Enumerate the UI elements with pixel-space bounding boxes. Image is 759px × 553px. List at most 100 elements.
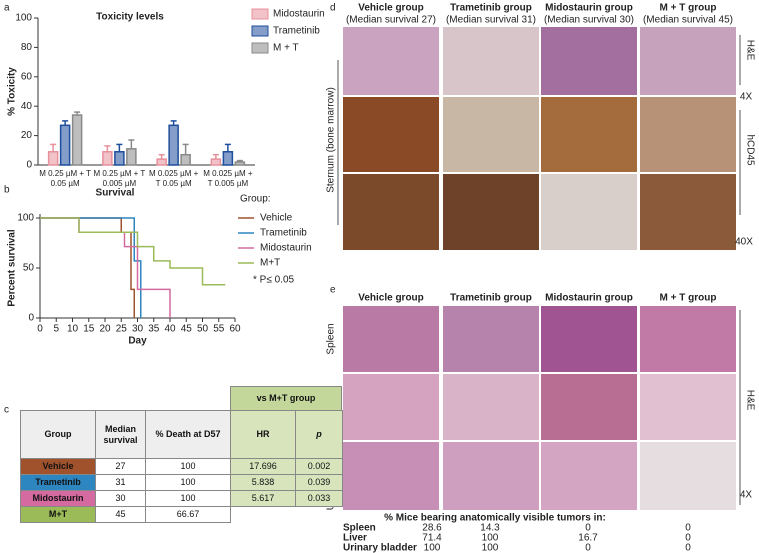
y-tick-label: 100 <box>15 13 32 24</box>
bar <box>102 151 113 166</box>
histology-image <box>541 374 637 440</box>
histology-image <box>541 306 637 372</box>
tumor-row-label: Liver <box>343 533 367 544</box>
table-header: HR <box>230 410 296 459</box>
x-tick-label: M 0.25 µM + T 0.005 µM <box>93 169 146 188</box>
table-cell: 0.033 <box>295 490 343 507</box>
x-tick-label: M 0.25 µM + T 0.05 µM <box>39 169 92 188</box>
table-cell: 31 <box>95 474 146 491</box>
column-title: Midostaurin group <box>545 293 633 304</box>
x-tick-label: 15 <box>83 324 95 335</box>
tumor-row-label: Spleen <box>343 523 376 534</box>
tumor-cell: 100 <box>482 533 499 544</box>
legend-swatch <box>251 25 269 37</box>
y-tick-label: 0 <box>28 313 34 324</box>
bar <box>222 151 234 166</box>
table-header: Median survival <box>95 410 146 459</box>
x-tick-label: 40 <box>164 324 176 335</box>
histology-image <box>640 174 736 250</box>
panel-label: a <box>4 3 10 14</box>
table-cell: 0.002 <box>295 458 343 475</box>
survival-line <box>40 217 226 286</box>
tumor-cell: 0 <box>585 543 591 553</box>
y-tick-label: 50 <box>23 263 35 274</box>
legend-swatch <box>251 42 269 54</box>
y-tick-label: 20 <box>21 130 33 141</box>
column-title: Vehicle group <box>358 293 424 304</box>
table-group-header: vs M+T group <box>230 386 342 411</box>
row-annotation: hCD45 <box>744 134 755 166</box>
x-tick-label: 30 <box>132 324 144 335</box>
column-subtitle: (Median survival 31) <box>446 15 536 26</box>
table-cell: 5.617 <box>230 490 296 507</box>
table-cell: 45 <box>95 506 146 523</box>
row-annotation: H&E <box>744 390 755 411</box>
tumor-cell: 0 <box>685 523 691 534</box>
legend-label: M+T <box>260 258 280 269</box>
tumor-cell: 100 <box>482 543 499 553</box>
row-annotation: H&E <box>744 40 755 61</box>
histology-image <box>541 97 637 172</box>
histology-image <box>541 442 637 510</box>
histology-image <box>343 27 439 95</box>
histology-image <box>443 374 539 440</box>
panel-label: b <box>4 185 10 196</box>
bar <box>180 153 191 166</box>
legend-label: M + T <box>273 43 299 54</box>
y-axis-label: % Toxicity <box>7 67 18 116</box>
histology-image <box>443 174 539 250</box>
histology-image <box>343 97 439 172</box>
bar <box>59 124 71 166</box>
tumor-cell: 28.6 <box>422 523 442 534</box>
bar <box>71 114 83 166</box>
table-cell: 17.696 <box>230 458 296 475</box>
histology-image <box>443 442 539 510</box>
x-tick-label: 50 <box>197 324 209 335</box>
column-title: Trametinib group <box>450 3 532 14</box>
x-tick-label: 45 <box>181 324 193 335</box>
y-tick-label: 60 <box>21 71 33 82</box>
histology-image <box>443 27 539 95</box>
table-header: Group <box>20 410 96 459</box>
bar <box>234 161 246 166</box>
x-tick-label: 5 <box>53 324 59 335</box>
x-tick-label: M 0.025 µM + T 0.05 µM <box>148 169 199 188</box>
row-label: Sternum (bone marrow) <box>326 87 337 193</box>
y-axis-label: Percent survival <box>7 229 18 306</box>
y-tick-label: 80 <box>21 42 33 53</box>
column-subtitle: (Median survival 45) <box>643 15 733 26</box>
histology-image <box>443 97 539 172</box>
bar <box>210 158 222 166</box>
table-cell: 100 <box>145 458 231 475</box>
row-annotation: 40X <box>735 237 753 248</box>
column-title: M + T group <box>660 3 717 14</box>
column-subtitle: (Median survival 27) <box>346 15 436 26</box>
histology-image <box>343 306 439 372</box>
row-annotation: 4X <box>740 490 753 501</box>
tumor-cell: 71.4 <box>422 533 442 544</box>
chart-title: Toxicity levels <box>96 12 164 23</box>
legend-label: Midostaurin <box>273 9 325 20</box>
table-row-label: Vehicle <box>20 458 96 475</box>
table-cell: 66.67 <box>145 506 231 523</box>
tumor-cell: 0 <box>685 543 691 553</box>
histology-image <box>343 174 439 250</box>
panel-label: e <box>330 285 336 296</box>
table-row-label: Trametinib <box>20 474 96 491</box>
histology-image <box>640 27 736 95</box>
legend-label: Trametinib <box>260 228 307 239</box>
panel-label: d <box>330 3 336 14</box>
bar <box>114 151 125 166</box>
row-label: Spleen <box>326 323 337 354</box>
bar <box>156 158 167 166</box>
bar <box>126 148 137 166</box>
y-tick-label: 100 <box>17 213 34 224</box>
column-subtitle: (Median survival 30) <box>544 15 634 26</box>
tumor-cell: 0 <box>585 523 591 534</box>
legend-label: Vehicle <box>260 213 293 224</box>
histology-image <box>343 442 439 510</box>
column-title: Midostaurin group <box>545 3 633 14</box>
column-title: M + T group <box>660 293 717 304</box>
table-cell: 0.039 <box>295 474 343 491</box>
panel-label: c <box>4 405 9 416</box>
